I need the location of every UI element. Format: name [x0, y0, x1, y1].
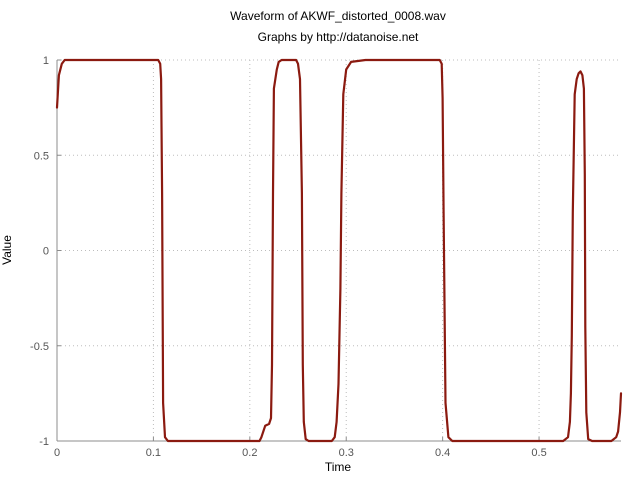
- x-tick-label: 0.4: [435, 447, 450, 459]
- y-axis-label: Value: [0, 235, 14, 265]
- x-tick-label: 0.3: [339, 447, 354, 459]
- y-tick-label: -1: [39, 436, 49, 448]
- x-tick-label: 0.2: [242, 447, 257, 459]
- y-tick-label: 0: [43, 246, 49, 258]
- chart-title: Waveform of AKWF_distorted_0008.wav: [230, 9, 446, 23]
- x-tick-label: 0.1: [146, 447, 161, 459]
- x-tick-label: 0: [54, 447, 60, 459]
- chart-subtitle: Graphs by http://datanoise.net: [258, 30, 419, 44]
- x-tick-label: 0.5: [531, 447, 546, 459]
- tick-labels: 0 0.1 0.2 0.3 0.4 0.5 1 0.5 0 -0.5 -1: [30, 55, 547, 459]
- series-layer: [55, 58, 623, 443]
- y-tick-label: 1: [43, 55, 49, 67]
- y-tick-label: 0.5: [34, 150, 49, 162]
- y-tick-label: -0.5: [30, 341, 49, 353]
- waveform-line: [55, 58, 623, 443]
- x-axis-label: Time: [325, 460, 352, 474]
